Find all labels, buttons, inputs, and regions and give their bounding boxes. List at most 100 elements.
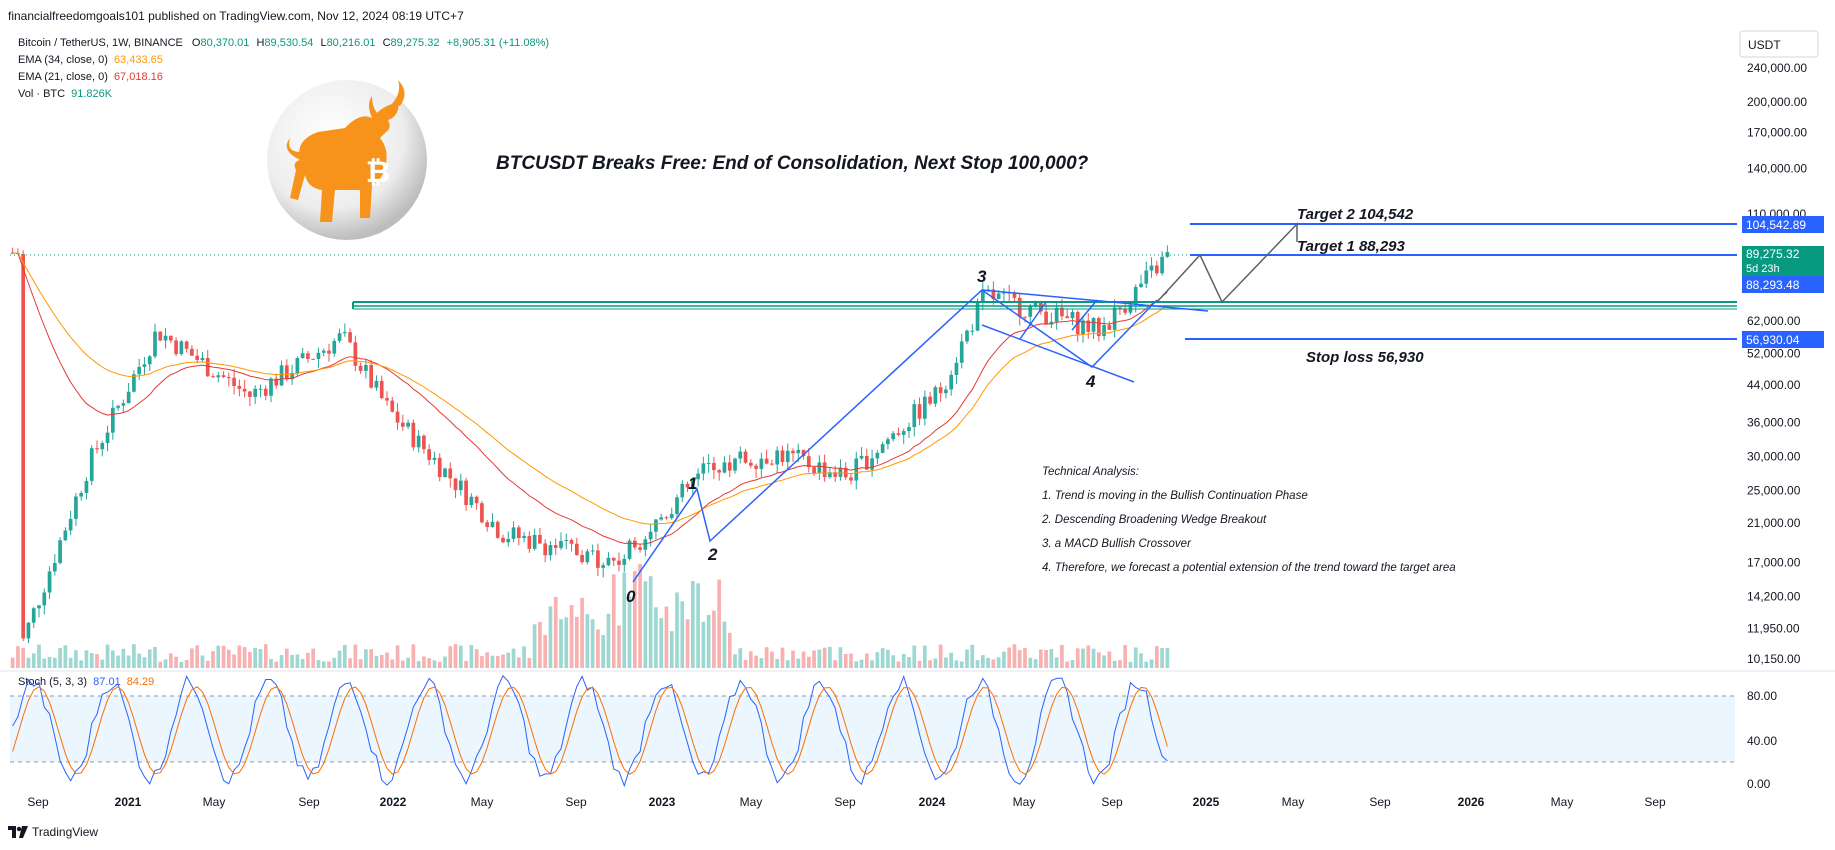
volume-bar — [506, 652, 511, 668]
footer[interactable]: TradingView — [8, 825, 98, 839]
candle-body — [74, 496, 78, 519]
wave-pattern — [632, 289, 1209, 583]
countdown-tag-text: 5d 23h — [1746, 263, 1780, 275]
time-axis-label: Sep — [834, 795, 856, 809]
candle-body — [422, 435, 426, 450]
low-value: L80,216.01 — [320, 37, 376, 49]
stoploss-tag — [1742, 331, 1824, 348]
candle-body — [174, 340, 178, 355]
volume-bar — [422, 656, 426, 668]
candle-body — [886, 439, 890, 445]
wedge-inner-1 — [1019, 301, 1047, 340]
volume-bar — [253, 647, 258, 668]
candle-body — [364, 364, 368, 371]
candle-body — [843, 467, 848, 478]
volume-bar — [100, 659, 105, 668]
volume-bar — [1002, 651, 1006, 668]
candle-body — [374, 380, 379, 388]
price-tick-label: 170,000.00 — [1747, 125, 1807, 139]
candle-body — [991, 289, 996, 300]
volume-bar — [543, 634, 548, 668]
volume-bar — [975, 660, 980, 668]
candle-body — [1123, 309, 1128, 313]
volume-bar — [1038, 649, 1043, 668]
candle-body — [105, 432, 110, 444]
candle-body — [52, 562, 57, 572]
candle-body — [332, 340, 337, 354]
volume-bar — [585, 614, 590, 668]
candle-body — [100, 443, 105, 450]
time-axis-label: 2024 — [919, 795, 946, 809]
volume-bar — [353, 644, 358, 668]
candle-body — [464, 480, 468, 506]
price-tick-label: 17,000.00 — [1747, 556, 1801, 570]
candle-body — [938, 387, 943, 394]
volume-bar — [1075, 648, 1080, 668]
candle-body — [654, 519, 658, 532]
volume-bar — [295, 654, 300, 668]
volume-bar — [722, 621, 727, 668]
candle-body — [764, 458, 769, 464]
candle-body — [828, 472, 832, 478]
candle-body — [770, 463, 774, 465]
ema21-legend-row[interactable]: EMA (21, close, 0) 67,018.16 — [18, 71, 163, 83]
volume-bar — [606, 613, 611, 668]
candle-body — [274, 378, 279, 386]
candle-body — [564, 539, 569, 542]
stoch-tick-80: 80.00 — [1747, 689, 1777, 703]
volume-bar — [622, 572, 627, 668]
candle-body — [132, 374, 136, 392]
volume-legend-row[interactable]: Vol · BTC 91.826K — [18, 88, 113, 100]
candle-body — [400, 422, 405, 427]
volume-bar — [221, 645, 226, 668]
volume-bar — [1133, 647, 1138, 668]
candle-body — [480, 503, 484, 523]
volume-bar — [643, 581, 648, 668]
volume-bar — [1023, 648, 1027, 668]
currency-selector[interactable] — [1739, 30, 1819, 58]
volume-bar — [469, 644, 474, 668]
volume-bar — [1070, 660, 1075, 668]
volume-bar — [1165, 648, 1170, 668]
volume-bar — [791, 650, 795, 668]
time-axis[interactable]: Sep 2021 May Sep 2022 May Sep 2023 May Sep 2024 May… — [27, 795, 1666, 809]
volume-bar — [406, 657, 410, 668]
price-tick-label: 62,000.00 — [1747, 314, 1801, 328]
price-tick-label: 10,150.00 — [1747, 652, 1801, 666]
volume-bar — [680, 601, 685, 668]
volume-bar — [780, 647, 785, 668]
volume-bar — [901, 654, 906, 668]
target1-tag — [1742, 276, 1824, 293]
volume-bar — [1128, 661, 1133, 668]
volume-bar — [300, 659, 305, 668]
time-axis-label: Sep — [565, 795, 587, 809]
candle-body — [126, 391, 131, 404]
time-axis-label: 2021 — [115, 795, 142, 809]
candle-body — [1139, 283, 1143, 287]
volume-bar — [580, 597, 584, 668]
candle-body — [269, 378, 273, 396]
ema21-value: 67,018.16 — [113, 71, 163, 83]
volume-bar — [58, 648, 62, 668]
volume-bar — [712, 610, 716, 668]
volume-bar — [448, 646, 453, 668]
volume-bar — [84, 650, 89, 668]
volume-bar — [290, 654, 294, 668]
price-axis[interactable]: USDT 240,000.00 200,000.00 170,000.00 140,0… — [1739, 30, 1824, 666]
candle-body — [975, 302, 980, 331]
candle-body — [1028, 305, 1033, 317]
volume-bar — [458, 645, 463, 668]
candle-body — [669, 513, 674, 519]
candle-body — [31, 608, 36, 623]
candle-body — [1165, 252, 1170, 257]
symbol-name[interactable]: Bitcoin / TetherUS, 1W, BINANCE — [18, 37, 183, 49]
volume-bar — [105, 644, 110, 668]
volume-bar — [527, 657, 532, 668]
volume-bar — [748, 651, 753, 668]
volume-bar — [822, 647, 827, 668]
candle-body — [474, 496, 479, 504]
candle-body — [490, 521, 495, 527]
volume-bar — [358, 659, 363, 668]
time-axis-label: 2022 — [380, 795, 407, 809]
ema34-legend-row[interactable]: EMA (34, close, 0) 63,433.65 — [18, 54, 163, 66]
